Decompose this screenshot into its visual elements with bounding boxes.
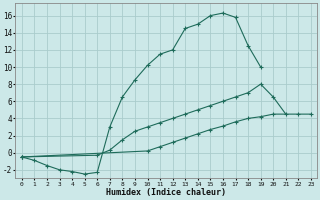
X-axis label: Humidex (Indice chaleur): Humidex (Indice chaleur) — [106, 188, 226, 197]
